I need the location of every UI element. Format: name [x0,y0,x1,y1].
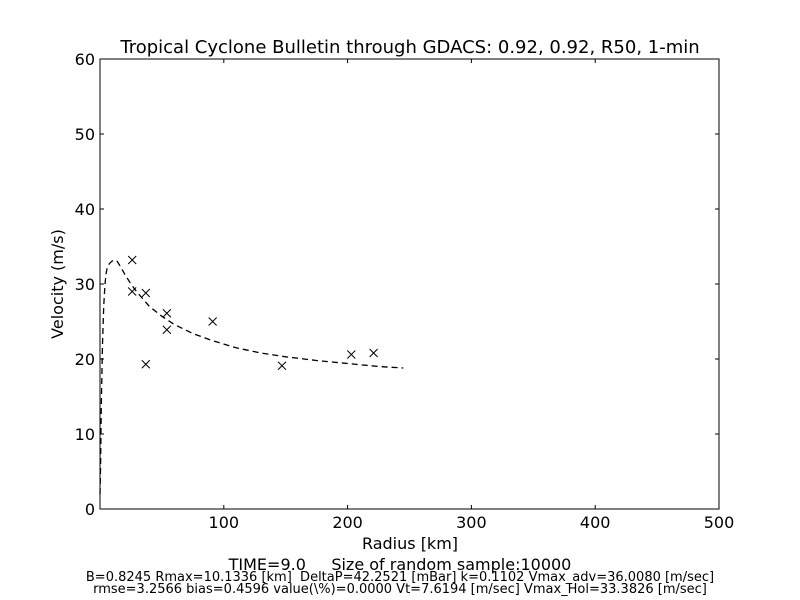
data-point [127,255,137,265]
data-point [277,361,287,371]
y-tick-label: 50 [75,125,95,144]
data-point [346,350,356,359]
footer-statistics: rmse=3.2566 bias=0.4596 value(\%)=0.0000… [93,582,707,597]
data-point [141,359,151,369]
data-point [127,287,137,296]
x-tick-label: 300 [456,513,487,532]
y-axis-label: Velocity (m/s) [48,229,67,339]
y-tick-label: 40 [75,200,95,219]
fit-curve [99,259,404,495]
footer-parameters: B=0.8245 Rmax=10.1336 [km] DeltaP=42.252… [85,570,715,585]
y-tick-label: 0 [85,500,95,519]
data-point [141,288,151,298]
footer-time-sample: TIME=9.0 Size of random sample:10000 [228,555,572,574]
data-point [208,317,218,326]
x-tick-label: 200 [332,513,363,532]
data-point [162,308,172,318]
data-point [162,325,172,335]
chart-title: Tropical Cyclone Bulletin through GDACS:… [119,37,699,58]
y-tick-label: 20 [75,350,95,369]
y-tick-label: 30 [75,275,95,294]
y-tick-label: 60 [75,50,95,69]
data-point [369,348,378,358]
x-tick-label: 100 [209,513,240,532]
plot-frame [99,58,720,510]
y-tick-label: 10 [75,425,95,444]
x-tick-label: 400 [580,513,611,532]
x-axis-label: Radius [km] [362,534,458,553]
x-tick-label: 500 [704,513,735,532]
